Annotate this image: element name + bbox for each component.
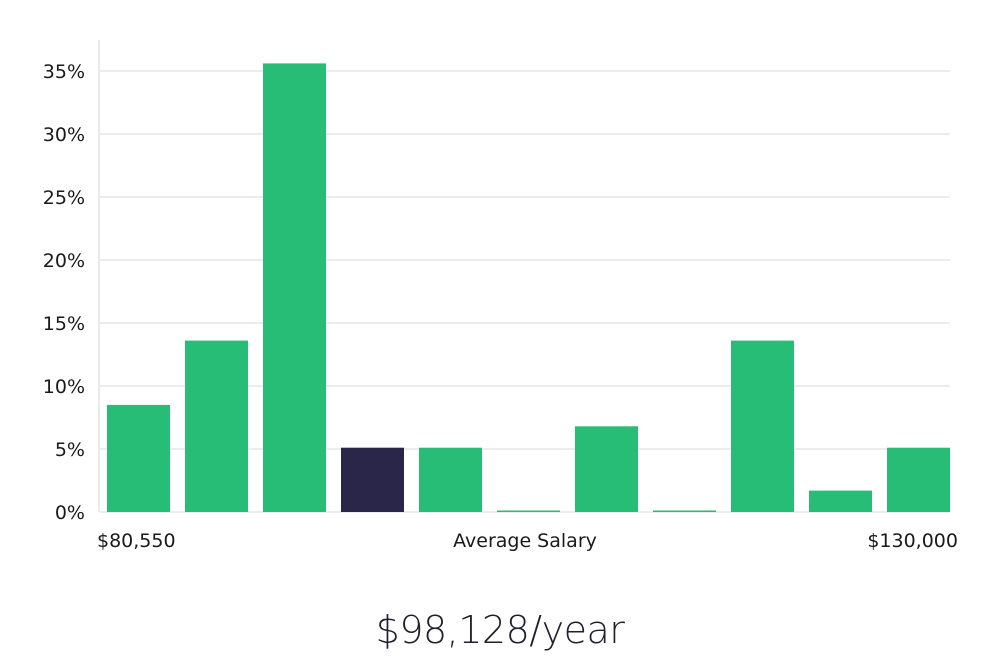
y-tick-label: 20% bbox=[43, 250, 85, 272]
bars bbox=[107, 63, 950, 513]
y-tick-label: 10% bbox=[43, 376, 85, 398]
y-tick-label: 0% bbox=[55, 502, 85, 524]
y-tick-label: 35% bbox=[43, 61, 85, 83]
bar-highlighted bbox=[341, 447, 404, 512]
bar bbox=[185, 340, 248, 512]
bar bbox=[419, 447, 482, 512]
y-tick-label: 5% bbox=[55, 439, 85, 461]
bar bbox=[653, 510, 716, 512]
bar bbox=[263, 63, 326, 513]
bar bbox=[575, 426, 638, 512]
bar bbox=[107, 404, 170, 512]
bar bbox=[731, 340, 794, 512]
x-axis-title: Average Salary bbox=[453, 530, 597, 552]
bar bbox=[887, 447, 950, 512]
average-salary-value: $98,128/year bbox=[375, 608, 625, 652]
bar bbox=[497, 510, 560, 512]
x-min-label: $80,550 bbox=[97, 530, 176, 552]
x-max-label: $130,000 bbox=[867, 530, 958, 552]
y-tick-label: 25% bbox=[43, 187, 85, 209]
bar bbox=[809, 490, 872, 512]
y-axis-ticks: 0% 5% 10% 15% 20% 25% 30% 35% bbox=[43, 61, 85, 524]
salary-histogram: 0% 5% 10% 15% 20% 25% 30% 35% $80,550 Average S… bbox=[43, 40, 958, 552]
y-tick-label: 15% bbox=[43, 313, 85, 335]
y-tick-label: 30% bbox=[43, 124, 85, 146]
